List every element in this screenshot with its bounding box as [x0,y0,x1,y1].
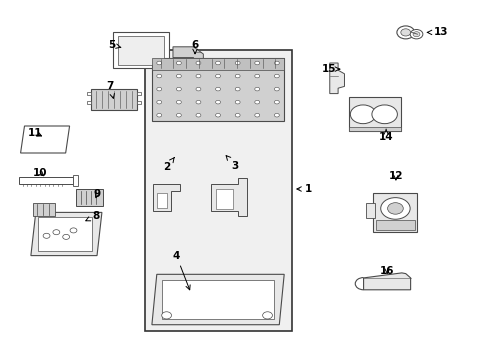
Circle shape [255,100,260,104]
Circle shape [235,113,240,117]
Bar [76,189,103,206]
Circle shape [274,113,279,117]
Circle shape [235,74,240,78]
Circle shape [196,100,201,104]
Text: 12: 12 [389,171,403,181]
Bar [366,203,375,218]
Circle shape [263,312,272,319]
Bar [87,101,91,104]
Bar [373,193,417,232]
Circle shape [176,87,181,91]
Text: 16: 16 [380,266,394,276]
Bar [145,50,292,331]
Circle shape [274,61,279,65]
Bar [157,193,167,208]
Text: 7: 7 [106,81,114,98]
Circle shape [216,87,220,91]
Circle shape [274,100,279,104]
Text: 6: 6 [192,40,198,54]
Polygon shape [152,274,284,325]
Bar [216,189,233,209]
Bar [73,175,78,186]
Circle shape [235,61,240,65]
Circle shape [397,26,415,39]
Bar [349,127,401,131]
Bar [349,97,401,131]
Polygon shape [364,273,411,290]
Circle shape [388,203,403,214]
Polygon shape [21,126,70,153]
Bar [152,58,284,70]
Circle shape [216,61,220,65]
Polygon shape [153,184,180,211]
Bar [376,220,415,230]
Circle shape [196,61,201,65]
Text: 5: 5 [108,40,121,50]
Circle shape [157,100,162,104]
Bar [137,92,141,95]
Circle shape [274,87,279,91]
Circle shape [216,74,220,78]
Circle shape [372,105,397,124]
Text: 15: 15 [322,64,340,74]
Polygon shape [211,178,247,216]
Circle shape [176,113,181,117]
Text: 10: 10 [33,168,48,178]
Circle shape [70,228,77,233]
Text: 4: 4 [172,251,190,290]
Polygon shape [31,212,102,256]
Circle shape [157,61,162,65]
Text: 9: 9 [94,189,100,199]
Circle shape [216,113,220,117]
Circle shape [413,32,420,37]
Text: 3: 3 [226,156,239,171]
Circle shape [53,230,60,235]
Circle shape [157,74,162,78]
Circle shape [401,29,411,36]
Circle shape [176,100,181,104]
Text: 1: 1 [297,184,312,194]
Circle shape [410,30,423,39]
Text: 8: 8 [86,211,99,221]
Circle shape [196,87,201,91]
Circle shape [196,113,201,117]
Circle shape [216,100,220,104]
Bar [152,58,284,121]
Bar [113,32,169,68]
Circle shape [235,100,240,104]
Circle shape [350,105,376,124]
Bar [87,92,91,95]
Bar [19,177,73,184]
Circle shape [43,233,50,238]
Bar [118,36,164,65]
Bar [38,217,92,251]
Polygon shape [173,47,203,65]
Circle shape [176,61,181,65]
Circle shape [157,87,162,91]
Circle shape [255,74,260,78]
Circle shape [274,74,279,78]
Polygon shape [330,63,344,94]
Bar [162,280,274,319]
Circle shape [255,87,260,91]
Circle shape [255,61,260,65]
Bar [137,101,141,104]
Circle shape [162,312,172,319]
Text: 13: 13 [427,27,448,37]
Text: 2: 2 [163,157,174,172]
Circle shape [176,74,181,78]
Circle shape [255,113,260,117]
Text: 11: 11 [28,128,43,138]
Circle shape [63,234,70,239]
Bar [33,203,55,216]
Circle shape [196,74,201,78]
Text: 14: 14 [379,129,393,142]
Circle shape [235,87,240,91]
Bar [91,89,137,110]
Circle shape [157,113,162,117]
Circle shape [381,198,410,219]
